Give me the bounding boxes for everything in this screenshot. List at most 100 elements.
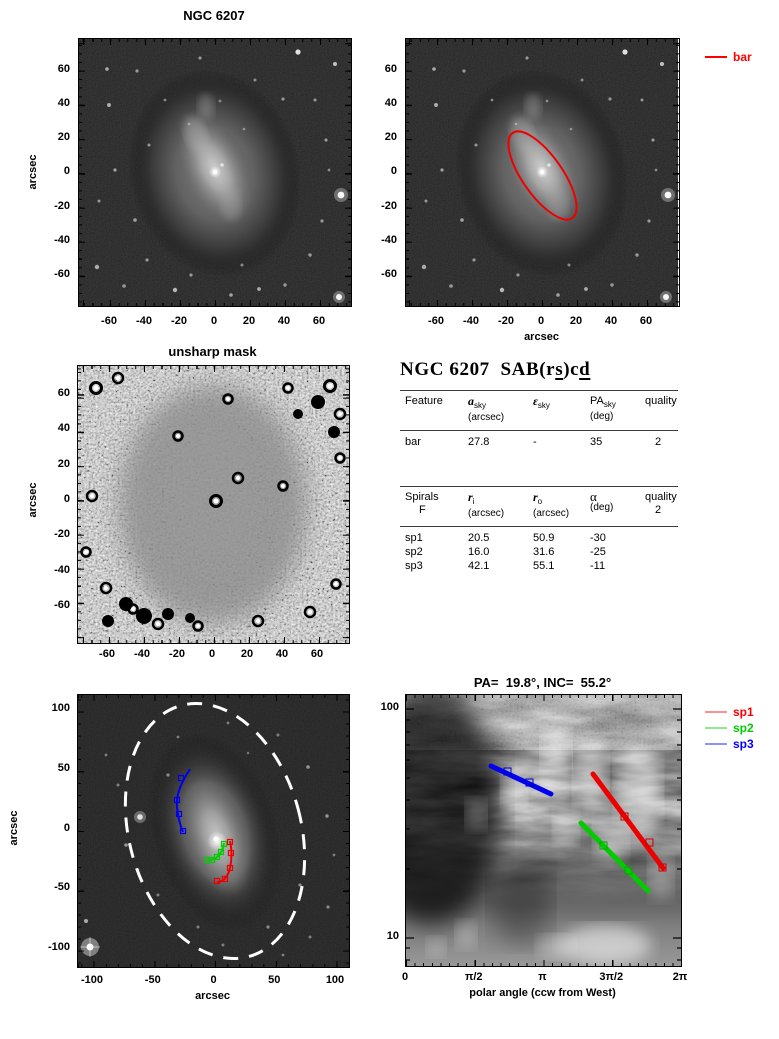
ro-value: 55.1	[533, 560, 555, 573]
tick-label: -50	[54, 881, 70, 894]
table-row: bar 27.8 - 35 2	[400, 435, 678, 449]
panel-polar-title: PA= 19.8°, INC= 55.2°	[473, 675, 612, 690]
ri-value: 20.5	[468, 532, 490, 545]
table-row: sp3 42.1 55.1 -11	[400, 559, 678, 573]
tick-label: -60	[101, 315, 117, 327]
tick-label: -60	[99, 648, 115, 660]
title-underlined-s: s	[555, 359, 564, 380]
tick-label: -100	[47, 941, 70, 953]
x-tick-labels: -60 -40 -20 0 20 40 60	[94, 315, 334, 328]
polar-map-image	[406, 695, 681, 966]
sp3-legend-label: sp3	[733, 737, 754, 751]
quality-value: 2	[655, 436, 662, 449]
sp1-legend-line	[705, 711, 727, 713]
x-axis-label: arcsec	[195, 990, 230, 1002]
tick-label: 40	[275, 648, 289, 660]
x-tick-labels: -60 -40 -20 0 20 40 60	[421, 315, 661, 328]
alpha-value: -11	[590, 560, 606, 573]
y-tick-labels: 60 40 20 0 -20 -40 -60	[28, 62, 70, 281]
tick-label: 40	[604, 315, 618, 327]
a-sky-value: 27.8	[468, 436, 490, 449]
tick-label: -20	[54, 199, 70, 212]
x-tick-labels: 0 π/2 π 3π/2 2π	[385, 971, 700, 984]
tick-label: 0	[537, 315, 545, 327]
col-header-a-sky: asky (arcsec)	[468, 394, 505, 424]
alpha-value: -25	[590, 546, 606, 559]
col-header-quality: quality 2	[645, 491, 677, 516]
table-row: sp2 16.0 31.6 -25	[400, 545, 678, 559]
panel-spirals-image	[77, 694, 350, 968]
galaxy-image-with-spirals	[78, 695, 349, 967]
sp1-fit-line	[590, 771, 666, 871]
tick-label: 20	[569, 315, 583, 327]
x-axis-label: arcsec	[524, 331, 559, 343]
col-header-quality: quality	[645, 395, 677, 407]
tick-label: 50	[57, 761, 70, 774]
tick-label: 60	[639, 315, 653, 327]
feature-name: bar	[405, 436, 421, 449]
tick-label: 60	[310, 648, 324, 660]
panel-direct-title: NGC 6207	[183, 8, 245, 23]
col-header-feature: Feature	[405, 395, 443, 407]
y-tick-labels: 60 40 20 0 -20 -40 -60	[355, 62, 397, 281]
col-header-pa-sky: PAsky (deg)	[590, 395, 616, 423]
spiral-traces	[173, 768, 235, 885]
tick-label: 0	[63, 165, 70, 178]
title-part: )c	[563, 359, 580, 380]
star-artifacts	[80, 371, 347, 632]
x-axis-label: polar angle (ccw from West)	[469, 987, 616, 999]
sp3-fit-line	[488, 763, 554, 797]
tick-label: 0	[63, 492, 70, 505]
tick-label: -40	[381, 233, 397, 246]
y-axis-label: arcsec	[27, 482, 39, 518]
galaxy-image-with-bar	[406, 39, 679, 306]
panel-direct-image	[78, 38, 352, 307]
ro-value: 50.9	[533, 532, 555, 545]
tick-label: -60	[381, 267, 397, 280]
ro-value: 31.6	[533, 546, 555, 559]
tick-label: 60	[57, 387, 70, 399]
tick-label: -40	[54, 563, 70, 576]
tick-label: 0	[401, 971, 409, 983]
tick-label: -20	[171, 315, 187, 327]
panel-bar-image	[405, 38, 680, 307]
tick-label: 0	[208, 648, 216, 660]
col-header-eps-sky: εsky	[533, 394, 550, 411]
title-part: NGC 6207 SAB(r	[400, 359, 556, 380]
bar-ellipse-overlay	[507, 130, 578, 221]
tick-label: -20	[498, 315, 514, 327]
table-rule	[400, 390, 678, 391]
tick-label: 20	[57, 457, 70, 470]
tick-label: 20	[384, 131, 397, 144]
tick-label: -20	[381, 199, 397, 212]
y-tick-labels: 60 40 20 0 -20 -40 -60	[28, 386, 70, 612]
tick-label: 0	[210, 974, 217, 986]
y-tick-labels: 100 50 0 -50 -100	[26, 701, 70, 954]
spiral-name: sp2	[405, 546, 423, 559]
bar-legend-line	[705, 56, 727, 58]
tick-label: 10	[386, 930, 399, 942]
col-header-ro: ro (arcsec)	[533, 490, 570, 520]
tick-label: -40	[463, 315, 479, 327]
sp3-markers	[173, 774, 187, 835]
x-tick-labels: -100 -50 0 50 100	[74, 974, 353, 987]
spirals-table: Spirals F ri (arcsec) ro (arcsec) α (deg) qu…	[400, 486, 678, 573]
classification-title: NGC 6207 SAB(rs)cd	[400, 359, 590, 381]
panel-unsharp-image	[77, 365, 350, 644]
tick-label: 20	[57, 131, 70, 144]
bright-clouds	[427, 722, 673, 965]
galaxy-image	[79, 39, 351, 306]
tick-label: 0	[63, 821, 70, 834]
tick-label: 20	[240, 648, 254, 660]
ri-value: 42.1	[468, 560, 490, 573]
tick-label: -60	[54, 267, 70, 280]
table-row: sp1 20.5 50.9 -30	[400, 531, 678, 545]
tick-label: -20	[169, 648, 185, 660]
spiral-fits	[488, 763, 667, 894]
tick-label: 60	[312, 315, 326, 327]
sp1-legend-label: sp1	[733, 705, 754, 719]
sp2-markers	[203, 840, 228, 864]
tick-label: 3π/2	[599, 971, 624, 983]
tick-label: 100	[380, 701, 399, 713]
